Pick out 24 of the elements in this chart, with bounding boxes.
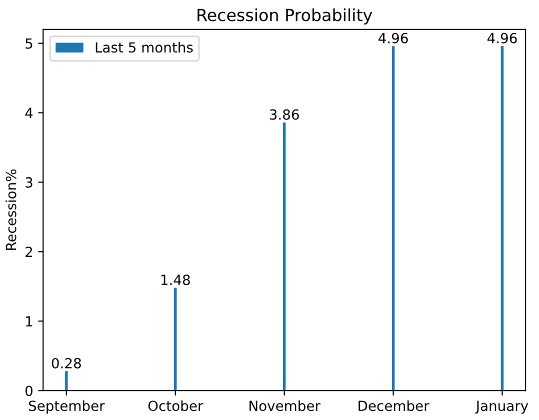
y-tick-label: 2 bbox=[26, 246, 32, 257]
bar bbox=[392, 46, 395, 391]
y-tick-label: 4 bbox=[25, 108, 33, 118]
data-label: 0.28 bbox=[52, 358, 81, 368]
x-tick-label: September bbox=[28, 400, 105, 414]
y-tick-label: 3 bbox=[26, 177, 32, 188]
bar bbox=[65, 371, 68, 391]
data-label: 4.96 bbox=[378, 32, 408, 44]
x-tick-label: October bbox=[148, 400, 204, 412]
chart-title: Recession Probability bbox=[198, 8, 372, 25]
x-tick-label: December bbox=[358, 400, 430, 412]
legend-label: Last 5 months bbox=[96, 42, 193, 53]
data-label: 4.96 bbox=[487, 32, 517, 44]
x-tick-label: January bbox=[475, 400, 528, 414]
y-axis-title: Recession% bbox=[6, 169, 16, 250]
data-label: 3.86 bbox=[270, 109, 299, 120]
data-label: 1.48 bbox=[161, 274, 190, 286]
bar bbox=[174, 288, 177, 391]
bar bbox=[500, 46, 504, 391]
bar bbox=[282, 122, 286, 391]
y-tick-label: 5 bbox=[26, 38, 32, 49]
y-tick-label: 1 bbox=[26, 316, 32, 326]
y-tick-label: 0 bbox=[25, 386, 32, 396]
x-tick-label: November bbox=[250, 400, 320, 412]
